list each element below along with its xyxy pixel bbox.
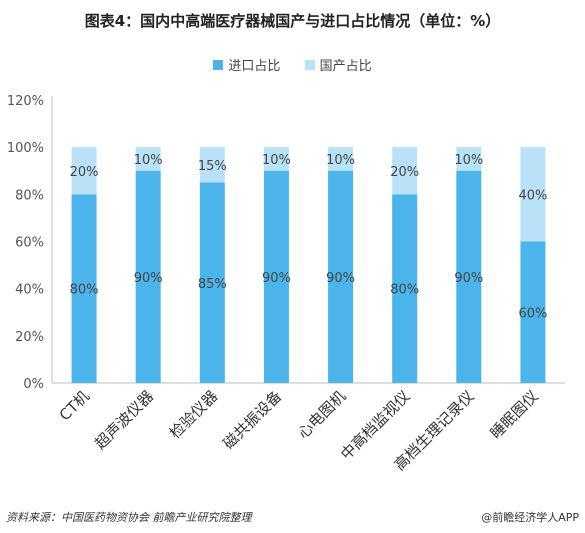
y-tick-label: 20%: [15, 330, 44, 345]
bar-domestic: [520, 147, 546, 242]
legend: 进口占比 国产占比: [0, 55, 585, 74]
data-label-domestic: 10%: [262, 153, 291, 168]
bar-import: [520, 241, 546, 383]
data-label-domestic: 10%: [454, 153, 483, 168]
bar-import: [263, 170, 289, 383]
bar-domestic: [71, 147, 97, 195]
y-tick-label: 0%: [23, 377, 44, 392]
data-label-domestic: 40%: [518, 188, 547, 203]
x-category-label: 心电图机: [294, 387, 349, 442]
data-label-import: 90%: [262, 271, 291, 286]
bar-import: [199, 182, 225, 383]
y-tick-label: 60%: [15, 236, 44, 251]
source-note: 资料来源：中国医药物资协会 前瞻产业研究院整理: [6, 511, 252, 524]
data-label-domestic: 15%: [198, 159, 227, 174]
data-label-import: 90%: [134, 271, 163, 286]
x-category-label: 睡眠图仪: [487, 387, 542, 442]
data-label-import: 90%: [454, 271, 483, 286]
data-label-domestic: 20%: [70, 165, 99, 180]
y-tick-label: 40%: [15, 283, 44, 298]
x-category-label: 超声波仪器: [91, 387, 157, 453]
x-category-label: 检验仪器: [166, 387, 221, 442]
y-tick-label: 80%: [15, 188, 44, 203]
bar-import: [71, 194, 97, 383]
x-category-label: CT机: [56, 387, 93, 424]
data-label-import: 80%: [70, 283, 99, 298]
bar-domestic: [263, 147, 289, 171]
legend-label-domestic: 国产占比: [319, 59, 372, 74]
bar-import: [456, 170, 482, 383]
data-label-domestic: 10%: [134, 153, 163, 168]
data-label-domestic: 20%: [390, 165, 419, 180]
data-label-import: 85%: [198, 277, 227, 292]
bar-domestic: [135, 147, 161, 171]
y-tick-label: 100%: [7, 141, 44, 156]
legend-item-import: 进口占比: [213, 55, 280, 74]
chart-title: 图表4：国内中高端医疗器械国产与进口占比情况（单位：%）: [84, 12, 501, 30]
legend-item-domestic: 国产占比: [304, 55, 372, 74]
bar-domestic: [456, 147, 482, 171]
bar-domestic: [392, 147, 418, 195]
bar-domestic: [328, 147, 354, 171]
bar-import: [392, 194, 418, 383]
x-category-label: 磁共振设备: [219, 387, 285, 453]
data-label-domestic: 10%: [326, 153, 355, 168]
data-label-import: 60%: [518, 306, 547, 321]
bar-domestic: [199, 147, 225, 183]
data-label-import: 80%: [390, 283, 419, 298]
bar-import: [135, 170, 161, 383]
brand-note: @前瞻经济学人APP: [481, 511, 579, 524]
legend-swatch-import: [213, 59, 224, 70]
bar-import: [328, 170, 354, 383]
y-tick-label: 120%: [7, 94, 44, 109]
legend-swatch-domestic: [304, 59, 315, 70]
legend-label-import: 进口占比: [228, 59, 281, 74]
data-label-import: 90%: [326, 271, 355, 286]
